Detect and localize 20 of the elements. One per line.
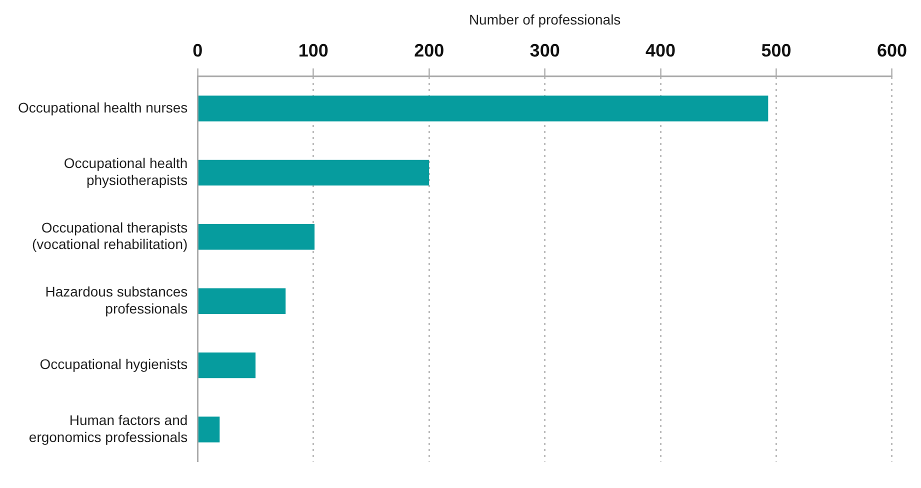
x-tick-label: 0 bbox=[192, 40, 203, 61]
x-tick-label: 200 bbox=[414, 40, 444, 61]
bar bbox=[198, 352, 256, 378]
x-tick-label: 100 bbox=[298, 40, 328, 61]
y-tick-label: Occupational health physiotherapists bbox=[64, 155, 188, 188]
x-axis-title: Number of professionals bbox=[468, 11, 621, 28]
bar bbox=[198, 224, 315, 250]
y-tick-label: Occupational therapists (vocational rehabilitation) bbox=[32, 219, 188, 252]
x-tick-label: 300 bbox=[530, 40, 560, 61]
y-tick-label: Occupational health nurses bbox=[18, 99, 188, 116]
y-tick-label: Occupational hygienists bbox=[40, 356, 188, 372]
x-tick-label: 400 bbox=[646, 40, 676, 61]
x-tick-label: 500 bbox=[761, 40, 792, 61]
bar bbox=[198, 416, 220, 442]
x-tick-label: 600 bbox=[876, 40, 908, 61]
y-tick-label: Human factors and ergonomics professionals bbox=[28, 412, 188, 445]
y-tick-label: Hazardous substances professionals bbox=[45, 284, 188, 316]
bar bbox=[198, 96, 768, 122]
bar bbox=[198, 160, 430, 186]
bar bbox=[198, 288, 286, 314]
